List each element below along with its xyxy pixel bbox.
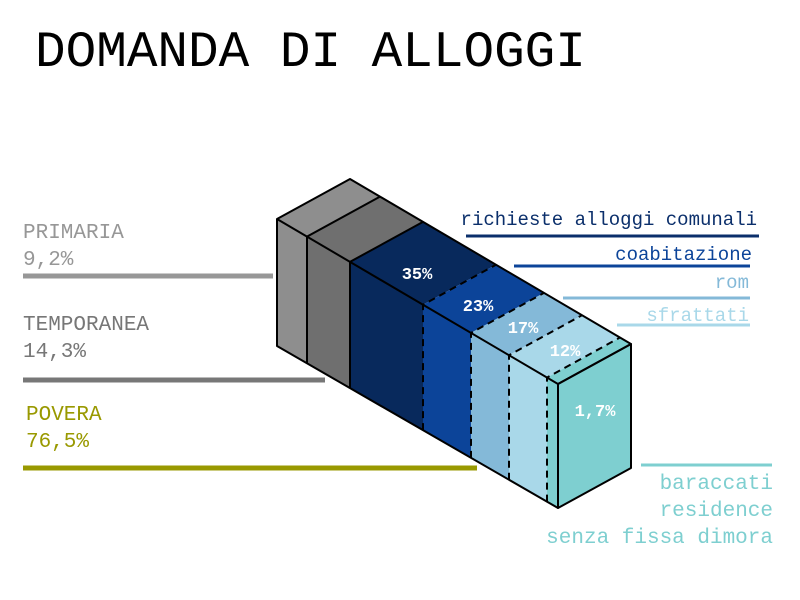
legend-label-coabitazione: coabitazione <box>615 244 752 266</box>
legend-label-rom: rom <box>715 272 749 294</box>
block-segment <box>547 337 631 508</box>
legend-label-baraccati: baraccati <box>660 473 773 496</box>
category-value: 14,3% <box>23 341 86 364</box>
category-value: 9,2% <box>23 249 74 272</box>
segment-value-label: 23% <box>463 298 494 317</box>
page-title: DOMANDA DI ALLOGGI <box>35 25 586 82</box>
legend-label-sfrattati: sfrattati <box>646 305 749 327</box>
category-label: PRIMARIA <box>23 222 124 245</box>
category-label: POVERA <box>26 404 102 427</box>
category-temporanea: TEMPORANEA 14,3% <box>23 314 325 383</box>
segment-labels: 35% 23% 17% 12% 1,7% <box>402 266 617 422</box>
category-primaria: PRIMARIA 9,2% <box>23 222 273 279</box>
bottom-legend: baraccati residence senza fissa dimora <box>546 463 773 550</box>
segment-value-label: 35% <box>402 266 433 285</box>
legend-label-richieste: richieste alloggi comunali <box>461 209 757 231</box>
legend-label-senza-fissa-dimora: senza fissa dimora <box>546 527 773 550</box>
block-segment <box>307 196 423 389</box>
block-segment <box>509 315 620 502</box>
block-segment <box>277 179 380 364</box>
segment-value-label: 12% <box>550 343 581 362</box>
category-value: 76,5% <box>26 431 89 454</box>
category-label: TEMPORANEA <box>23 314 149 337</box>
legend-label-residence: residence <box>660 500 773 523</box>
segment-value-label: 17% <box>508 320 539 339</box>
block-front-edge <box>276 218 559 385</box>
segment-value-label: 1,7% <box>575 403 617 422</box>
category-povera: POVERA 76,5% <box>23 404 477 471</box>
block-segment <box>471 292 582 480</box>
block-segment <box>423 264 544 458</box>
stacked-block <box>276 178 632 509</box>
right-legend: richieste alloggi comunali coabitazione … <box>461 209 759 327</box>
